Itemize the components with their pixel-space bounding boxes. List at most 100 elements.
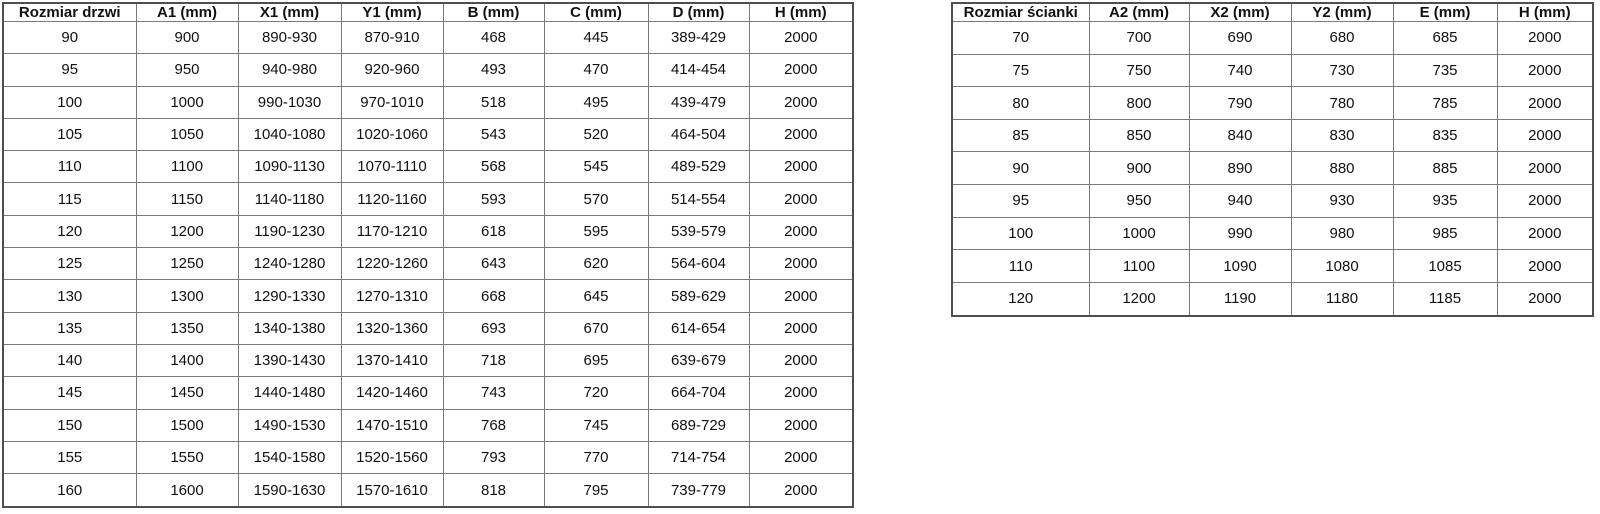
- column-header: C (mm): [543, 2, 649, 22]
- table-cell: 680: [1290, 21, 1394, 55]
- table-cell: 1100: [135, 150, 239, 184]
- column-header: E (mm): [1392, 2, 1498, 22]
- table-cell: 2000: [748, 150, 854, 184]
- table-cell: 930: [1290, 184, 1394, 218]
- table-cell: 935: [1392, 184, 1498, 218]
- table-cell: 2000: [748, 53, 854, 87]
- table-row: 95 950 940 930 935 2000: [951, 184, 1594, 218]
- table-cell: 564-604: [647, 247, 750, 281]
- table-cell: 690: [1188, 21, 1292, 55]
- table-cell: 2000: [748, 85, 854, 119]
- table-row: 105 1050 1040-1080 1020-1060 543 520 464-504 20…: [2, 117, 854, 152]
- column-header: Rozmiar drzwi: [2, 2, 137, 22]
- table-cell: 495: [543, 85, 649, 119]
- table-cell: 568: [442, 150, 545, 184]
- table-cell: 1470-1510: [340, 408, 444, 442]
- table-cell: 110: [951, 249, 1090, 283]
- table-cell: 570: [543, 182, 649, 216]
- table-cell: 115: [2, 182, 137, 216]
- table-cell: 1540-1580: [237, 440, 342, 475]
- table-cell: 520: [543, 117, 649, 152]
- table-cell: 1290-1330: [237, 279, 342, 313]
- table-cell: 830: [1290, 118, 1394, 153]
- table-cell: 800: [1088, 86, 1190, 120]
- table-cell: 100: [2, 85, 137, 119]
- table-cell: 795: [543, 473, 649, 508]
- table-cell: 1390-1430: [237, 343, 342, 378]
- table-cell: 2000: [748, 311, 854, 345]
- table-cell: 900: [135, 20, 239, 55]
- table-cell: 1240-1280: [237, 247, 342, 281]
- table-row: 125 1250 1240-1280 1220-1260 643 620 564-604 20…: [2, 247, 854, 281]
- table-cell: 1000: [135, 85, 239, 119]
- table-cell: 1070-1110: [340, 150, 444, 184]
- table-cell: 1170-1210: [340, 214, 444, 249]
- wall-size-table: Rozmiar ścianki A2 (mm) X2 (mm) Y2 (mm) E (m…: [951, 2, 1594, 317]
- table-cell: 593: [442, 182, 545, 216]
- column-header: A1 (mm): [135, 2, 239, 22]
- table-cell: 670: [543, 311, 649, 345]
- table-cell: 1150: [135, 182, 239, 216]
- table-row: 95 950 940-980 920-960 493 470 414-454 2000: [2, 53, 854, 87]
- table-cell: 95: [951, 184, 1090, 218]
- table-cell: 689-729: [647, 408, 750, 442]
- table-cell: 1200: [1088, 281, 1190, 317]
- table-cell: 718: [442, 343, 545, 378]
- table-cell: 130: [2, 279, 137, 313]
- table-row: 120 1200 1190-1230 1170-1210 618 595 539-579 20…: [2, 214, 854, 249]
- table-cell: 2000: [748, 408, 854, 442]
- table-cell: 2000: [748, 376, 854, 410]
- table-cell: 1050: [135, 117, 239, 152]
- table-cell: 2000: [1496, 118, 1594, 153]
- table-cell: 1490-1530: [237, 408, 342, 442]
- table-cell: 80: [951, 86, 1090, 120]
- table-cell: 2000: [748, 343, 854, 378]
- table-cell: 700: [1088, 21, 1190, 55]
- table-cell: 464-504: [647, 117, 750, 152]
- table-cell: 1400: [135, 343, 239, 378]
- table-cell: 739-779: [647, 473, 750, 508]
- table-cell: 850: [1088, 118, 1190, 153]
- table-cell: 1080: [1290, 249, 1394, 283]
- table-row: 75 750 740 730 735 2000: [951, 53, 1594, 88]
- table-cell: 155: [2, 440, 137, 475]
- door-size-table: Rozmiar drzwi A1 (mm) X1 (mm) Y1 (mm) B (mm)…: [2, 2, 854, 508]
- table-cell: 790: [1188, 86, 1292, 120]
- column-header: H (mm): [748, 2, 854, 22]
- table-cell: 543: [442, 117, 545, 152]
- table-cell: 493: [442, 53, 545, 87]
- table-row: 130 1300 1290-1330 1270-1310 668 645 589-629 20…: [2, 279, 854, 313]
- table-cell: 1000: [1088, 216, 1190, 251]
- table-cell: 2000: [1496, 281, 1594, 317]
- table-row: 90 900 890-930 870-910 468 445 389-429 2000: [2, 20, 854, 55]
- table-cell: 880: [1290, 151, 1394, 186]
- table-cell: 2000: [748, 279, 854, 313]
- table-cell: 1190-1230: [237, 214, 342, 249]
- table-cell: 693: [442, 311, 545, 345]
- table-cell: 818: [442, 473, 545, 508]
- table-cell: 980: [1290, 216, 1394, 251]
- table-cell: 2000: [748, 214, 854, 249]
- header-row: Rozmiar ścianki A2 (mm) X2 (mm) Y2 (mm) E (m…: [951, 2, 1594, 22]
- table-cell: 489-529: [647, 150, 750, 184]
- table-cell: 105: [2, 117, 137, 152]
- table-cell: 950: [1088, 184, 1190, 218]
- table-cell: 1420-1460: [340, 376, 444, 410]
- table-cell: 835: [1392, 118, 1498, 153]
- table-cell: 785: [1392, 86, 1498, 120]
- table-cell: 1085: [1392, 249, 1498, 283]
- table-cell: 2000: [1496, 249, 1594, 283]
- table-cell: 2000: [1496, 184, 1594, 218]
- table-row: 70 700 690 680 685 2000: [951, 21, 1594, 55]
- table-cell: 890-930: [237, 20, 342, 55]
- table-cell: 664-704: [647, 376, 750, 410]
- table-cell: 990: [1188, 216, 1292, 251]
- table-row: 100 1000 990-1030 970-1010 518 495 439-479 2000: [2, 85, 854, 119]
- table-cell: 985: [1392, 216, 1498, 251]
- table-cell: 468: [442, 20, 545, 55]
- table-cell: 2000: [748, 20, 854, 55]
- table-cell: 135: [2, 311, 137, 345]
- table-cell: 1300: [135, 279, 239, 313]
- header-row: Rozmiar drzwi A1 (mm) X1 (mm) Y1 (mm) B (mm)…: [2, 2, 854, 22]
